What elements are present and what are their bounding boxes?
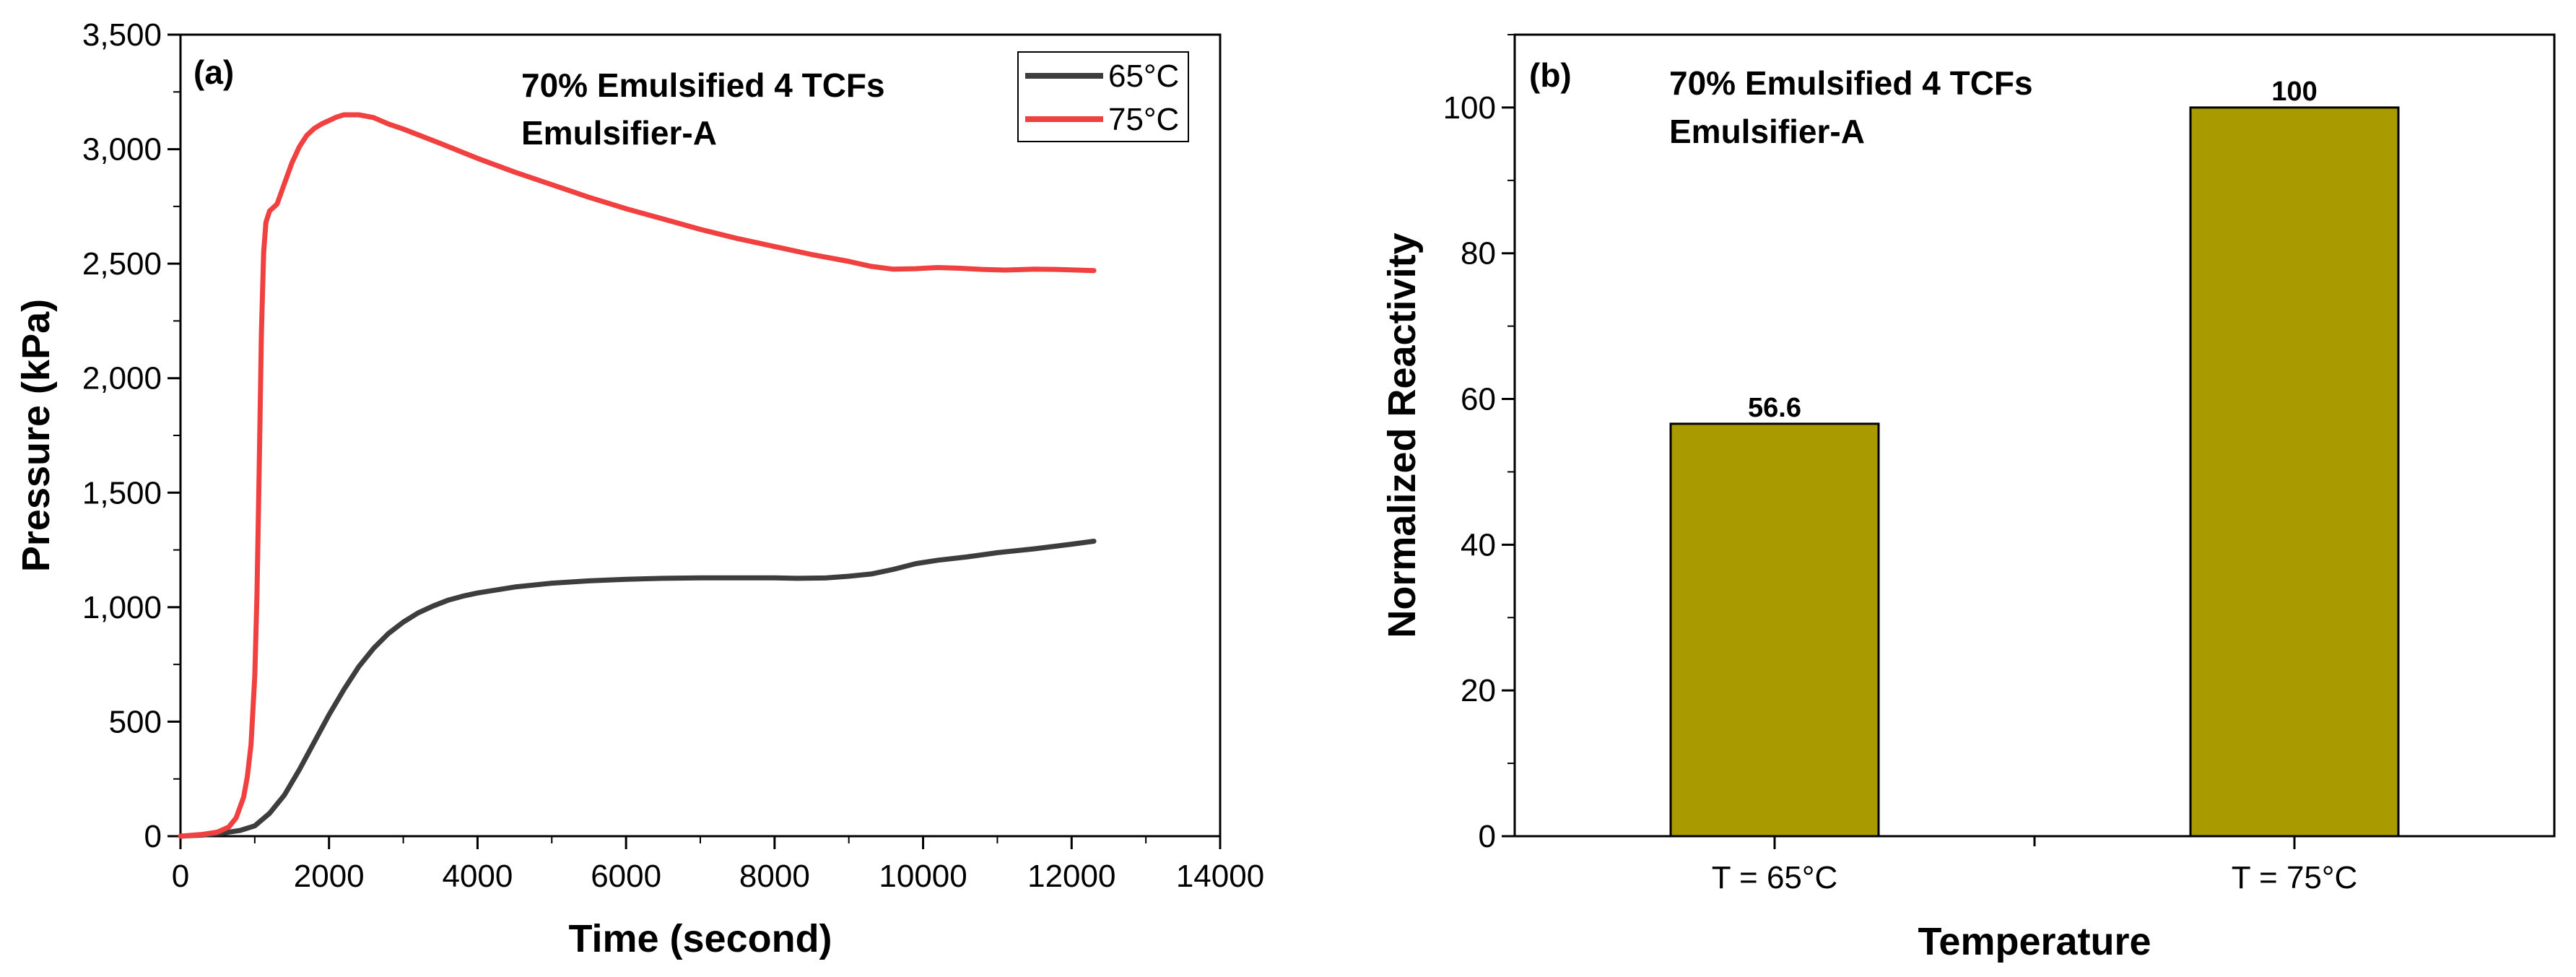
x-tick-label: 0 bbox=[172, 859, 189, 894]
legend-box bbox=[1017, 51, 1189, 142]
legend-label-75c: 75°C bbox=[1108, 102, 1179, 137]
y-tick-label: 100 bbox=[1443, 90, 1496, 126]
plot-area-frame bbox=[179, 33, 1222, 838]
annotation-line-2: Emulsifier-A bbox=[521, 114, 717, 152]
y-tick-label: 0 bbox=[144, 819, 162, 854]
panel-label: (b) bbox=[1529, 56, 1572, 94]
x-category-label: T = 65°C bbox=[1712, 860, 1838, 895]
y-tick-label: 60 bbox=[1461, 382, 1496, 417]
y-tick-label: 1,500 bbox=[82, 475, 162, 511]
bar-value-label: 56.6 bbox=[1748, 393, 1801, 423]
y-tick-label: 1,000 bbox=[82, 590, 162, 625]
annotation-line-1: 70% Emulsified 4 TCFs bbox=[521, 66, 885, 104]
annotation-line-1: 70% Emulsified 4 TCFs bbox=[1669, 64, 2033, 102]
y-tick-label: 2,500 bbox=[82, 246, 162, 282]
y-axis-label: Normalized Reactivity bbox=[1380, 233, 1424, 638]
pressure-time-chart: 0 2000 4000 6000 8000 10000 12000 14000 0 500 1,0… bbox=[14, 17, 1264, 960]
y-tick-label: 2,000 bbox=[82, 361, 162, 396]
x-category-label: T = 75°C bbox=[2232, 860, 2358, 895]
bar-value-label: 100 bbox=[2271, 77, 2317, 107]
y-tick-label: 3,500 bbox=[82, 17, 162, 53]
y-axis-label: Pressure (kPa) bbox=[14, 299, 58, 572]
bar-1 bbox=[1669, 422, 1880, 838]
series-line-65c bbox=[178, 539, 1097, 839]
y-tick-label: 500 bbox=[109, 704, 162, 739]
y-tick-label: 20 bbox=[1461, 673, 1496, 708]
x-tick-label: 12000 bbox=[1027, 859, 1115, 894]
panel-label: (a) bbox=[193, 53, 234, 91]
legend: 65°C 75°C bbox=[1017, 51, 1189, 142]
reactivity-bar-chart: 0 20 40 60 80 100 56.6 T = 65°C 100 T = 75°C (b)… bbox=[1380, 33, 2556, 963]
x-tick-label: 2000 bbox=[294, 859, 365, 894]
x-axis-label: Time (second) bbox=[568, 917, 832, 960]
annotation-line-2: Emulsifier-A bbox=[1669, 113, 1865, 150]
x-tick-label: 6000 bbox=[591, 859, 661, 894]
x-axis-label: Temperature bbox=[1918, 920, 2151, 963]
y-tick-label: 3,000 bbox=[82, 132, 162, 168]
x-tick-label: 8000 bbox=[739, 859, 810, 894]
bar-2 bbox=[2189, 106, 2400, 838]
x-tick-label: 10000 bbox=[879, 859, 967, 894]
legend-label-65c: 65°C bbox=[1108, 58, 1179, 94]
y-tick-label: 0 bbox=[1479, 819, 1496, 854]
x-tick-label: 4000 bbox=[442, 859, 513, 894]
y-tick-label: 80 bbox=[1461, 236, 1496, 272]
series-line-75c bbox=[178, 112, 1097, 839]
x-tick-label: 14000 bbox=[1176, 859, 1264, 894]
y-tick-label: 40 bbox=[1461, 527, 1496, 563]
